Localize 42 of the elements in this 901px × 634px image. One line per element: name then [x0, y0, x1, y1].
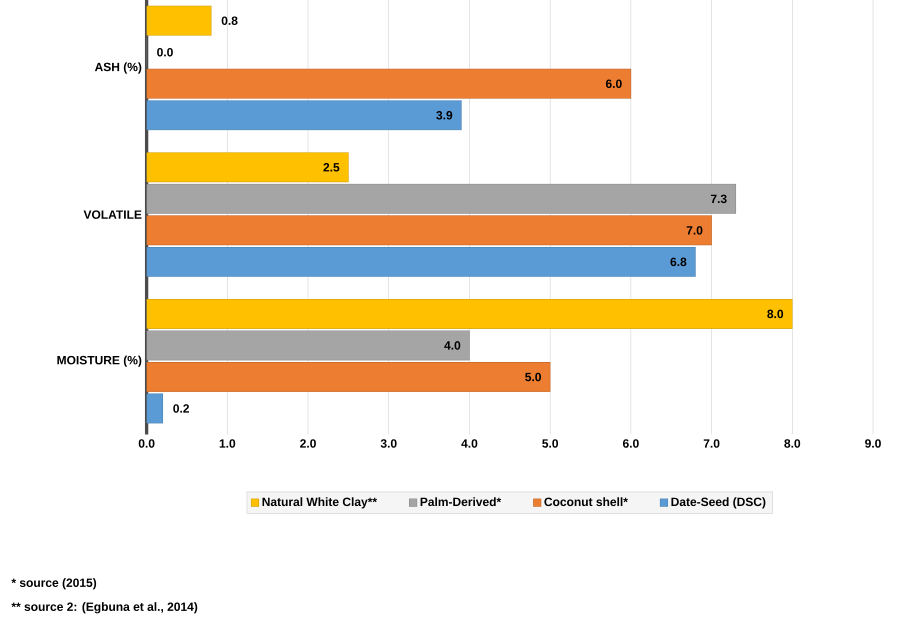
bar — [146, 298, 793, 329]
legend-label: Natural White Clay** — [262, 497, 378, 508]
data-label: 6.0 — [606, 79, 622, 88]
y-tick-label: VOLATILE — [84, 210, 142, 219]
bar — [146, 246, 696, 277]
data-label: 7.3 — [710, 194, 727, 203]
bar — [146, 100, 462, 130]
x-tick-label: 5.0 — [542, 439, 558, 448]
data-label: 7.0 — [686, 226, 702, 234]
data-label: 8.0 — [767, 309, 784, 318]
x-tick-label: 6.0 — [622, 439, 639, 448]
text: * source (2015) — [11, 578, 96, 590]
bar — [146, 215, 712, 246]
x-tick-label: 8.0 — [784, 439, 800, 448]
x-tick-label: 4.0 — [461, 439, 478, 448]
bar — [146, 6, 212, 36]
text: ** source 2: (Egbuna et al., 2014) — [11, 602, 198, 614]
data-label: 4.0 — [444, 340, 460, 350]
data-label: 0.2 — [173, 404, 189, 413]
data-label: 3.9 — [436, 110, 452, 120]
x-tick-label: 1.0 — [220, 439, 236, 448]
data-label: 0.8 — [222, 16, 238, 25]
bar — [146, 152, 349, 182]
data-label: 0.0 — [157, 48, 173, 56]
data-label: 5.0 — [525, 372, 541, 382]
x-tick-label: 0.0 — [138, 439, 154, 448]
y-tick-label: ASH (%) — [94, 62, 142, 74]
x-tick-label: 7.0 — [704, 439, 720, 448]
x-tick-label: 9.0 — [865, 439, 881, 448]
legend-label: Date-Seed (DSC) — [671, 497, 766, 508]
bar — [146, 330, 470, 360]
bar — [146, 393, 164, 424]
x-tick-label: 3.0 — [380, 439, 397, 448]
legend-label: Coconut shell* — [544, 497, 628, 506]
data-label: 2.5 — [323, 162, 340, 172]
x-tick-label: 2.0 — [300, 439, 316, 448]
data-label: 6.8 — [670, 257, 686, 266]
bar — [146, 68, 632, 98]
legend-label: Palm-Derived* — [420, 497, 502, 506]
bar — [146, 184, 736, 214]
bar — [146, 362, 550, 392]
y-tick-label: MOISTURE (%) — [57, 355, 142, 367]
